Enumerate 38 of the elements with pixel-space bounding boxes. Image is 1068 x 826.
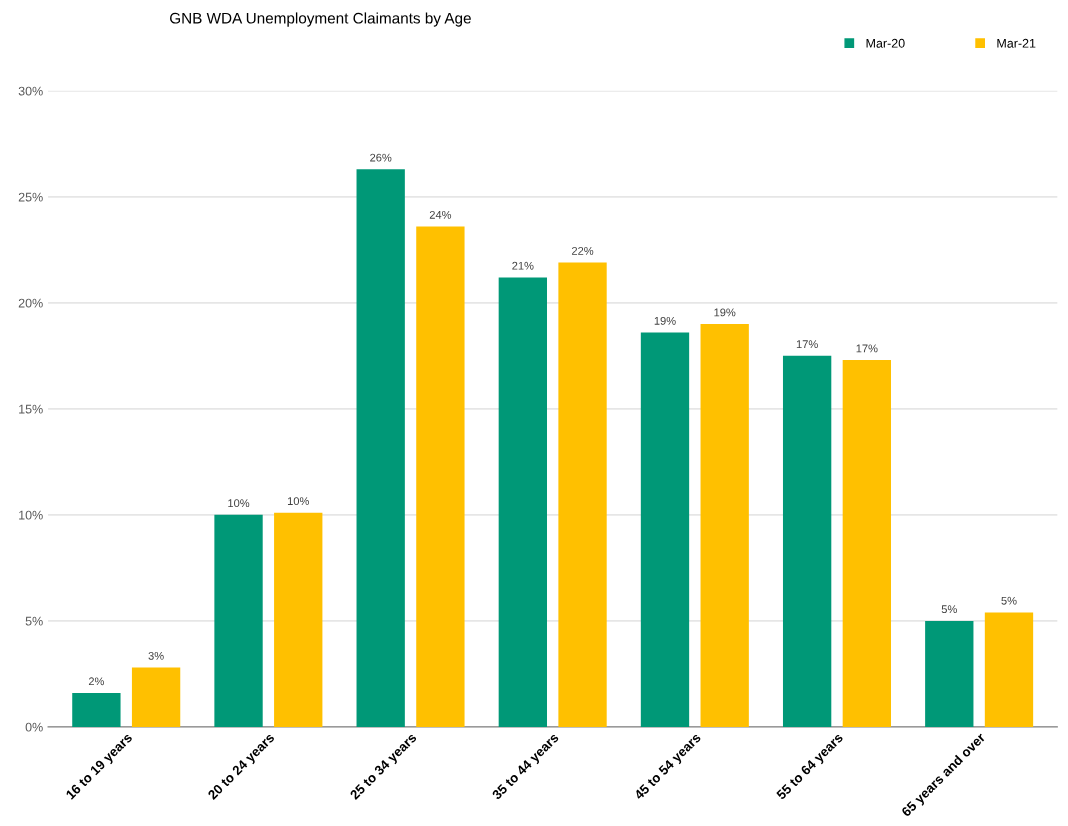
bar bbox=[214, 514, 263, 727]
data-label: 19% bbox=[714, 308, 736, 317]
bar bbox=[925, 620, 974, 727]
y-tick-label: 25% bbox=[18, 192, 43, 202]
legend-label: Mar-20 bbox=[866, 38, 905, 48]
data-label: 5% bbox=[1001, 596, 1017, 605]
y-tick-label: 15% bbox=[19, 404, 43, 414]
bar bbox=[131, 667, 181, 727]
bar bbox=[984, 612, 1034, 727]
data-label: 17% bbox=[856, 344, 878, 353]
data-label: 21% bbox=[512, 261, 534, 270]
y-tick-label: 30% bbox=[18, 86, 43, 96]
data-label: 10% bbox=[287, 497, 309, 505]
legend-label: Mar-21 bbox=[997, 38, 1036, 48]
bar bbox=[842, 360, 892, 727]
data-label: 26% bbox=[370, 153, 392, 162]
y-tick-label: 5% bbox=[25, 616, 43, 626]
data-label: 5% bbox=[941, 605, 957, 614]
data-label: 17% bbox=[796, 340, 818, 349]
data-label: 2% bbox=[88, 677, 105, 686]
bar bbox=[640, 332, 690, 727]
y-tick-label: 20% bbox=[18, 298, 43, 308]
y-tick-label: 0% bbox=[25, 722, 43, 732]
bar bbox=[498, 277, 547, 727]
data-label: 22% bbox=[571, 246, 594, 255]
data-label: 19% bbox=[654, 316, 676, 325]
bar bbox=[700, 324, 749, 727]
y-tick-label: 10% bbox=[19, 510, 43, 520]
bar bbox=[558, 262, 607, 727]
bar bbox=[72, 692, 121, 727]
bar bbox=[782, 355, 832, 727]
bar bbox=[356, 169, 405, 727]
chart-title: GNB WDA Unemployment Claimants by Age bbox=[170, 12, 471, 27]
bar bbox=[416, 226, 465, 727]
bar bbox=[274, 512, 323, 727]
data-label: 10% bbox=[228, 499, 250, 508]
data-label: 24% bbox=[429, 210, 452, 219]
data-label: 3% bbox=[148, 651, 164, 660]
